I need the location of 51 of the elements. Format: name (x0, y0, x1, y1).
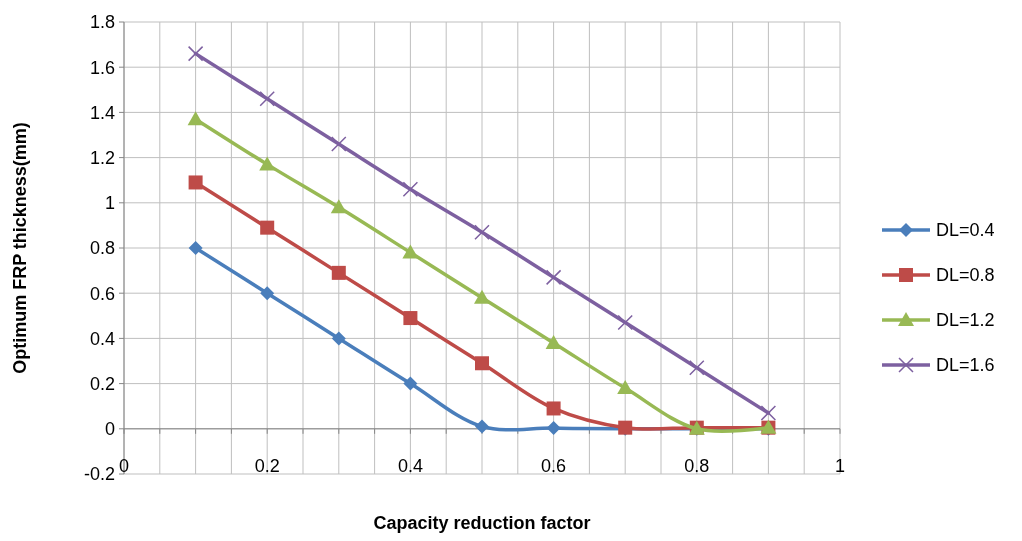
legend-label: DL=1.6 (936, 355, 995, 376)
point (474, 289, 490, 304)
point (760, 405, 777, 421)
point (259, 156, 276, 171)
point (330, 199, 347, 214)
point (331, 265, 346, 280)
x-tick-label: 0.8 (684, 456, 710, 476)
x-tick-label: 0 (118, 456, 130, 476)
point (260, 286, 275, 301)
point (402, 181, 419, 197)
x-tick-label: 0.2 (254, 456, 280, 476)
point (546, 421, 561, 436)
point (403, 311, 418, 326)
point (260, 220, 275, 235)
y-tick-label: 1.6 (89, 57, 115, 78)
y-tick-label: 0.8 (89, 238, 115, 259)
point (546, 401, 561, 416)
point (403, 376, 418, 391)
legend-label: DL=0.8 (936, 265, 995, 286)
x-axis-title: Capacity reduction factor (373, 513, 591, 533)
point (475, 419, 489, 434)
point (545, 334, 562, 349)
y-tick-label: 1.8 (89, 12, 115, 33)
x-tick-label: 0.4 (397, 456, 423, 476)
legend-label: DL=1.2 (936, 310, 995, 331)
y-axis-title: Optimum FRP thickness(mm) (10, 122, 30, 374)
point (187, 45, 204, 62)
x-tick-label: 0.6 (541, 456, 567, 476)
point (188, 241, 203, 255)
y-tick-label: 0 (104, 419, 115, 440)
y-tick-label: 1.4 (89, 102, 115, 123)
y-tick-label: 0.2 (89, 373, 115, 394)
point (187, 111, 204, 126)
point (259, 91, 275, 107)
point (689, 360, 705, 376)
x-tick-label: 1 (834, 456, 846, 476)
point (331, 331, 346, 346)
point (331, 136, 347, 152)
y-tick-label: -0.2 (83, 464, 115, 485)
point (545, 269, 562, 286)
point (475, 356, 489, 371)
point (188, 175, 203, 190)
point (617, 314, 633, 331)
y-tick-label: 1 (104, 193, 115, 214)
point (474, 224, 490, 240)
y-tick-label: 0.6 (89, 283, 115, 304)
y-tick-label: 0.4 (89, 328, 115, 349)
y-tick-label: 1.2 (89, 147, 115, 168)
point (402, 244, 419, 259)
legend-label: DL=0.4 (936, 220, 995, 241)
point (617, 380, 634, 395)
